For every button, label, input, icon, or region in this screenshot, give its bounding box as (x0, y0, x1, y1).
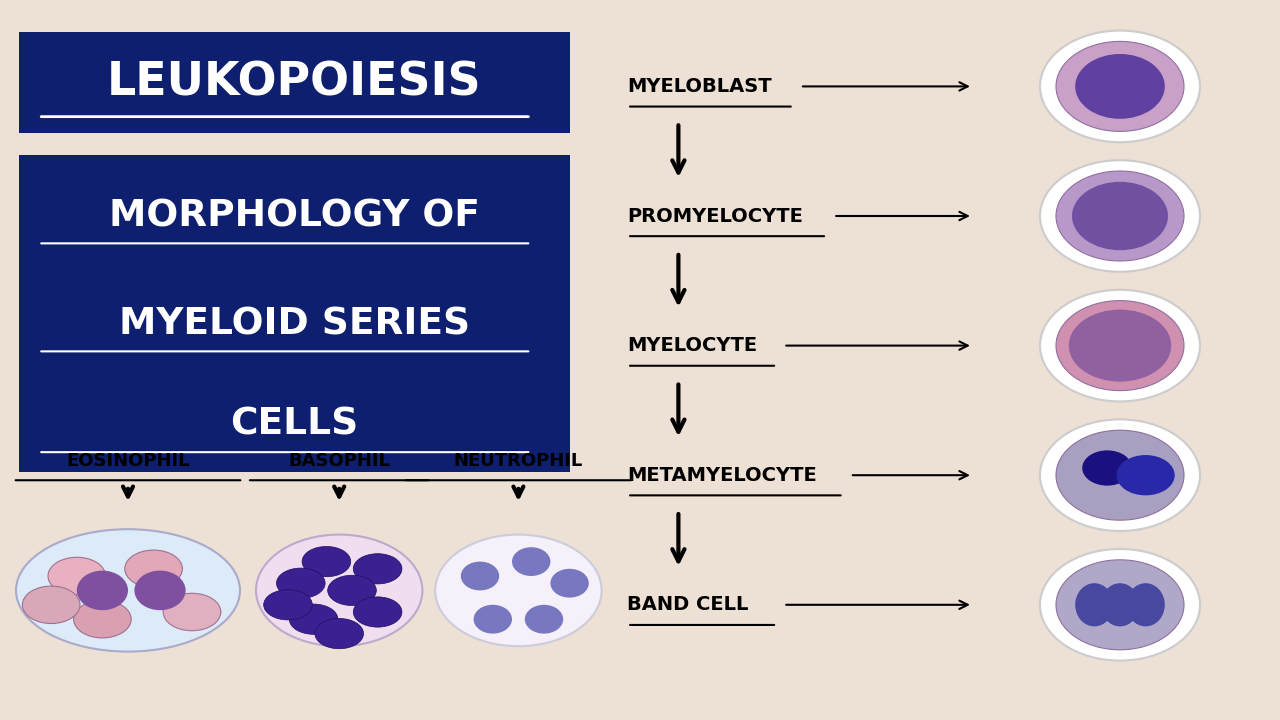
Ellipse shape (1075, 583, 1114, 626)
Ellipse shape (353, 554, 402, 584)
Ellipse shape (353, 597, 402, 627)
Text: PROMYELOCYTE: PROMYELOCYTE (627, 207, 803, 225)
Ellipse shape (264, 590, 312, 620)
Ellipse shape (164, 593, 221, 631)
Ellipse shape (289, 604, 338, 634)
Ellipse shape (1075, 54, 1165, 119)
Text: BASOPHIL: BASOPHIL (288, 452, 390, 470)
Text: MYELOID SERIES: MYELOID SERIES (119, 306, 470, 342)
Ellipse shape (256, 534, 422, 647)
Text: LEUKOPOIESIS: LEUKOPOIESIS (108, 60, 481, 105)
Ellipse shape (315, 618, 364, 649)
Ellipse shape (23, 586, 79, 624)
Ellipse shape (1056, 560, 1184, 649)
Ellipse shape (302, 546, 351, 577)
Ellipse shape (474, 605, 512, 634)
Text: BAND CELL: BAND CELL (627, 595, 749, 614)
Ellipse shape (77, 570, 128, 611)
Text: NEUTROPHIL: NEUTROPHIL (454, 452, 582, 470)
Ellipse shape (125, 550, 183, 588)
Ellipse shape (1056, 42, 1184, 132)
Text: CELLS: CELLS (230, 407, 358, 443)
Ellipse shape (1056, 171, 1184, 261)
Ellipse shape (1101, 583, 1139, 626)
Text: EOSINOPHIL: EOSINOPHIL (67, 452, 189, 470)
FancyBboxPatch shape (19, 155, 570, 472)
Ellipse shape (1083, 451, 1133, 485)
Ellipse shape (1039, 549, 1201, 661)
FancyBboxPatch shape (19, 32, 570, 133)
Text: MYELOBLAST: MYELOBLAST (627, 77, 772, 96)
Ellipse shape (435, 534, 602, 647)
Ellipse shape (1069, 310, 1171, 382)
Ellipse shape (74, 600, 131, 638)
Ellipse shape (512, 547, 550, 576)
Ellipse shape (461, 562, 499, 590)
Ellipse shape (276, 568, 325, 598)
Ellipse shape (134, 570, 186, 611)
Ellipse shape (1039, 419, 1201, 531)
Ellipse shape (1073, 182, 1169, 251)
Text: MORPHOLOGY OF: MORPHOLOGY OF (109, 198, 480, 234)
Ellipse shape (1039, 161, 1201, 272)
Ellipse shape (550, 569, 589, 598)
Ellipse shape (525, 605, 563, 634)
Text: METAMYELOCYTE: METAMYELOCYTE (627, 466, 817, 485)
Ellipse shape (1039, 31, 1201, 143)
Ellipse shape (1126, 583, 1165, 626)
Ellipse shape (1039, 289, 1201, 402)
Ellipse shape (15, 529, 241, 652)
Text: MYELOCYTE: MYELOCYTE (627, 336, 758, 355)
Ellipse shape (1116, 455, 1175, 495)
Ellipse shape (328, 575, 376, 606)
Ellipse shape (1056, 431, 1184, 520)
Ellipse shape (49, 557, 106, 595)
Ellipse shape (1056, 301, 1184, 390)
